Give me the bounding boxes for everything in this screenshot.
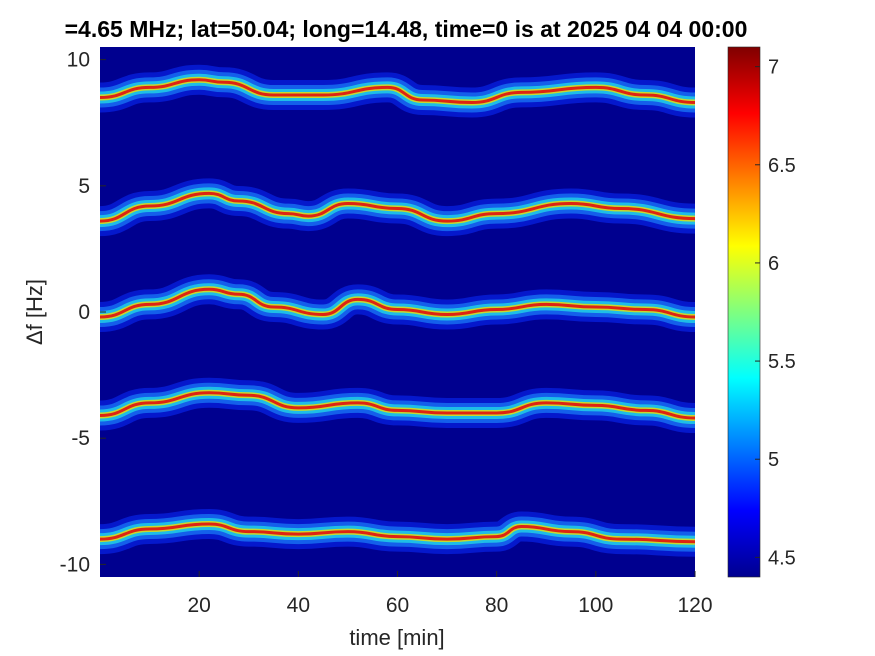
y-axis-ticks: 10 5 0 -5 -10 [60,49,106,576]
x-tick-label: 100 [578,594,613,617]
y-tick-label: 5 [78,175,90,198]
x-tick-label: 40 [287,594,310,617]
x-tick-label: 80 [485,594,508,617]
signal-band-2 [100,287,695,319]
signal-bands [100,64,695,557]
y-tick-label: 0 [78,301,90,324]
signal-band-1 [100,191,695,223]
y-tick-label: -5 [71,427,90,450]
colorbar-tick-label: 5 [768,449,779,471]
chart-title: =4.65 MHz; lat=50.04; long=14.48, time=0… [65,16,748,42]
colorbar-tick-label: 6.5 [768,155,796,177]
x-tick-label: 20 [187,594,210,617]
x-tick-label: 120 [677,594,712,617]
y-tick-label: 10 [67,49,90,72]
x-tick-label: 60 [386,594,409,617]
signal-band-4 [100,522,695,544]
colorbar-tick-label: 4.5 [768,547,796,569]
x-axis-ticks: 20 40 60 80 100 120 [187,571,713,617]
colorbar-tick-label: 5.5 [768,351,796,373]
colorbar-tick-label: 7 [768,57,779,79]
y-axis-label: Δf [Hz] [22,279,47,345]
colorbar [727,46,761,578]
x-axis-label: time [min] [349,625,444,650]
colorbar-ticks: 4.5 5 5.5 6 6.5 7 [755,57,796,569]
colorbar-tick-label: 6 [768,253,779,275]
signal-band-3 [100,391,695,420]
y-tick-label: -10 [60,553,90,576]
signal-band-0 [100,78,695,104]
